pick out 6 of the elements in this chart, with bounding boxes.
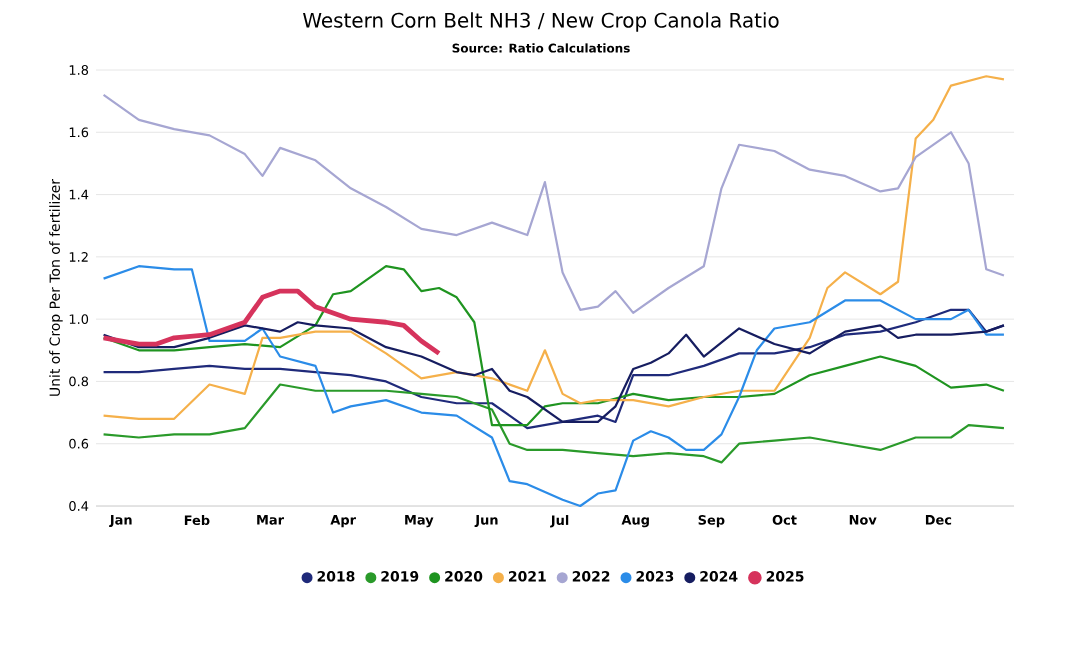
line-series: [102, 93, 1006, 315]
line-series: [101, 288, 442, 356]
chart-title: Western Corn Belt NH3 / New Crop Canola Ratio: [303, 12, 779, 32]
line-series: [102, 75, 1006, 420]
line-series: [102, 321, 1006, 424]
line-series: [102, 265, 1006, 508]
